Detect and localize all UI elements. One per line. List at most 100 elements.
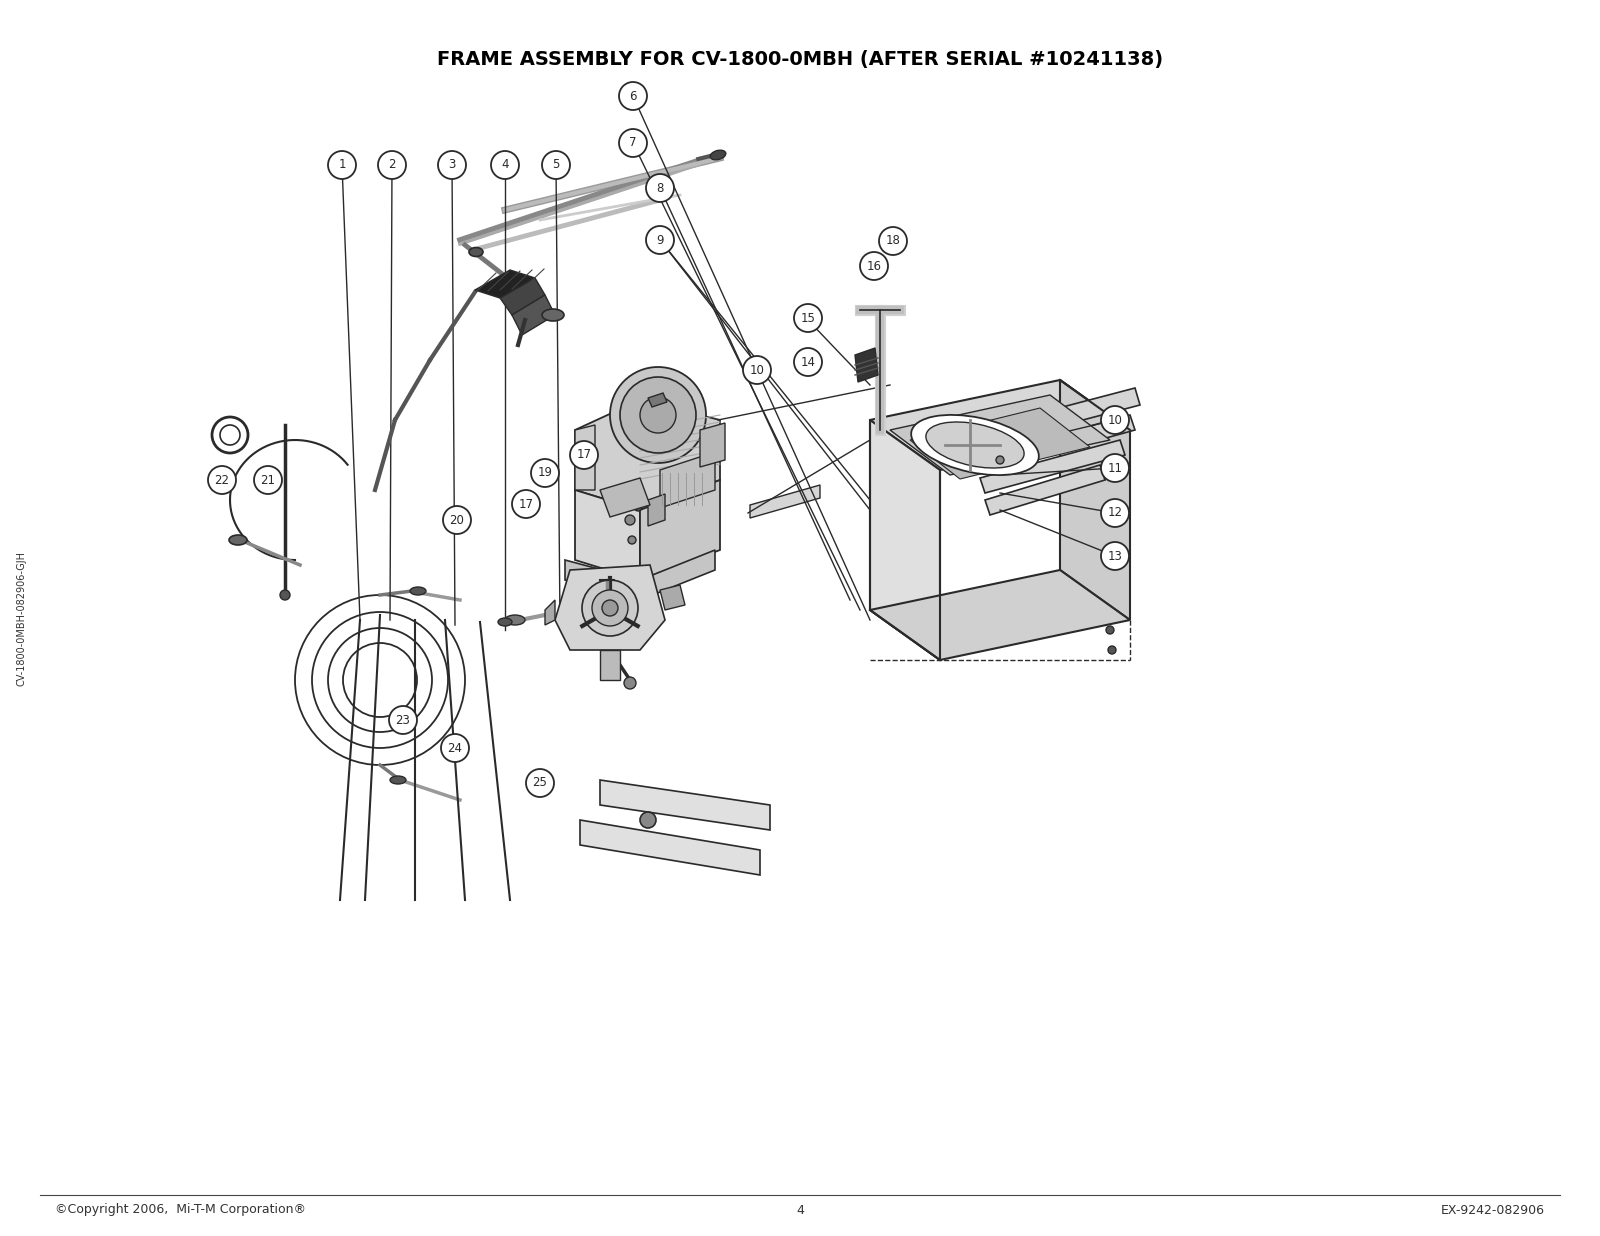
Circle shape (211, 417, 248, 454)
Circle shape (742, 356, 771, 384)
Circle shape (627, 536, 637, 544)
Ellipse shape (542, 309, 563, 321)
Polygon shape (565, 550, 715, 599)
Circle shape (592, 590, 627, 625)
Circle shape (512, 489, 541, 518)
Text: 9: 9 (656, 234, 664, 246)
Text: FRAME ASSEMBLY FOR CV-1800-0MBH (AFTER SERIAL #10241138): FRAME ASSEMBLY FOR CV-1800-0MBH (AFTER S… (437, 51, 1163, 69)
Text: CV-1800-0MBH-082906-GJH: CV-1800-0MBH-082906-GJH (18, 550, 27, 686)
Circle shape (616, 486, 624, 494)
Circle shape (542, 151, 570, 179)
Text: 19: 19 (538, 466, 552, 480)
Polygon shape (475, 269, 534, 298)
Text: 2: 2 (389, 158, 395, 172)
Text: 13: 13 (1107, 550, 1123, 562)
Circle shape (995, 456, 1005, 464)
Polygon shape (974, 388, 1139, 447)
Circle shape (646, 174, 674, 201)
Ellipse shape (910, 415, 1038, 475)
Circle shape (634, 503, 642, 510)
Polygon shape (750, 485, 819, 518)
Circle shape (1101, 543, 1130, 570)
Circle shape (526, 769, 554, 797)
Circle shape (1101, 454, 1130, 482)
Text: ©Copyright 2006,  Mi-T-M Corporation®: ©Copyright 2006, Mi-T-M Corporation® (54, 1204, 306, 1216)
Polygon shape (870, 379, 1130, 470)
Circle shape (443, 506, 470, 534)
Polygon shape (648, 494, 666, 527)
Text: 21: 21 (261, 473, 275, 487)
Circle shape (582, 580, 638, 637)
Text: 10: 10 (1107, 414, 1123, 426)
Circle shape (378, 151, 406, 179)
Circle shape (640, 812, 656, 828)
Polygon shape (600, 650, 621, 680)
Text: 3: 3 (448, 158, 456, 172)
Polygon shape (574, 425, 595, 489)
Circle shape (491, 151, 518, 179)
Circle shape (640, 397, 675, 433)
Ellipse shape (506, 616, 525, 625)
Polygon shape (648, 393, 667, 407)
Circle shape (621, 377, 696, 454)
Polygon shape (499, 278, 546, 315)
Circle shape (619, 129, 646, 157)
Text: 22: 22 (214, 473, 229, 487)
Circle shape (794, 304, 822, 332)
Polygon shape (579, 819, 760, 875)
Polygon shape (701, 423, 725, 467)
Circle shape (389, 706, 418, 734)
Text: 16: 16 (867, 260, 882, 272)
Text: 8: 8 (656, 182, 664, 194)
Text: 10: 10 (749, 363, 765, 377)
Polygon shape (870, 570, 1130, 660)
Polygon shape (979, 440, 1125, 493)
Circle shape (1101, 405, 1130, 434)
Circle shape (878, 227, 907, 255)
Ellipse shape (469, 247, 483, 257)
Polygon shape (870, 420, 941, 660)
Text: 12: 12 (1107, 507, 1123, 519)
Circle shape (442, 734, 469, 763)
Text: 15: 15 (800, 311, 816, 325)
Ellipse shape (410, 587, 426, 595)
Text: 18: 18 (885, 235, 901, 247)
Polygon shape (661, 452, 715, 508)
Text: 6: 6 (629, 89, 637, 103)
Text: 1: 1 (338, 158, 346, 172)
Circle shape (646, 226, 674, 255)
Text: 23: 23 (395, 713, 411, 727)
Circle shape (602, 599, 618, 616)
Circle shape (438, 151, 466, 179)
Text: 4: 4 (797, 1204, 803, 1216)
Circle shape (861, 252, 888, 281)
Circle shape (570, 441, 598, 468)
Polygon shape (600, 780, 770, 831)
Polygon shape (986, 415, 1134, 470)
Polygon shape (890, 396, 1110, 475)
Text: EX-9242-082906: EX-9242-082906 (1442, 1204, 1546, 1216)
Circle shape (221, 425, 240, 445)
Circle shape (626, 515, 635, 525)
Text: 14: 14 (800, 356, 816, 368)
Ellipse shape (229, 535, 246, 545)
Circle shape (1101, 499, 1130, 527)
Polygon shape (574, 400, 720, 510)
Text: 7: 7 (629, 136, 637, 150)
Circle shape (1107, 646, 1117, 654)
Text: 4: 4 (501, 158, 509, 172)
Polygon shape (854, 349, 878, 382)
Circle shape (619, 82, 646, 110)
Polygon shape (661, 585, 685, 611)
Polygon shape (640, 480, 720, 580)
Circle shape (531, 459, 558, 487)
Ellipse shape (390, 776, 406, 784)
Polygon shape (512, 295, 555, 335)
Polygon shape (574, 489, 640, 580)
Circle shape (1106, 625, 1114, 634)
Circle shape (208, 466, 237, 494)
Polygon shape (546, 599, 555, 625)
Circle shape (280, 590, 290, 599)
Text: 11: 11 (1107, 461, 1123, 475)
Polygon shape (986, 465, 1106, 515)
